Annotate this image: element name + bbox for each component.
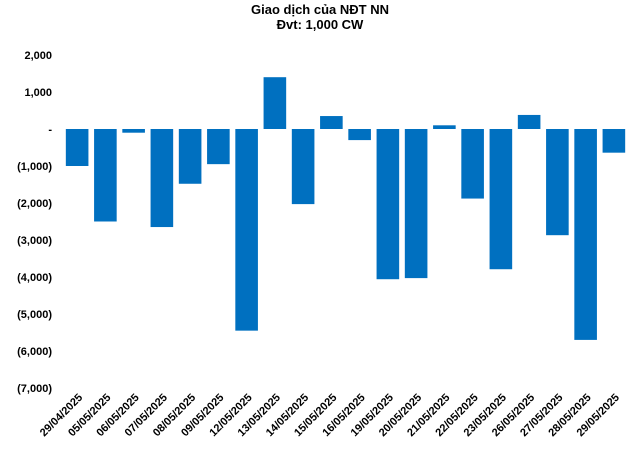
bar-08-05-2025 — [178, 129, 202, 184]
y-tick-label: (5,000) — [17, 309, 52, 321]
bar-20-05-2025 — [404, 129, 428, 279]
bar-15-05-2025 — [320, 116, 343, 129]
bar-21-05-2025 — [433, 125, 456, 129]
bar-12-05-2025 — [235, 129, 258, 331]
bar-29-04-2025 — [65, 129, 89, 166]
y-axis: 2,000 1,000 - (1,000) (2,000) (3,000) (4,000) (… — [17, 50, 52, 395]
bars — [65, 77, 626, 340]
bar-05-05-2025 — [94, 129, 117, 222]
y-tick-label: (7,000) — [17, 383, 52, 395]
chart-title: Giao dịch của NĐT NN — [251, 2, 389, 17]
bar-29-05-2025 — [602, 129, 626, 153]
x-axis: 29/04/202505/05/202506/05/202507/05/2025… — [38, 392, 622, 439]
y-tick-label: (3,000) — [17, 235, 52, 247]
bar-28-05-2025 — [574, 129, 597, 340]
y-tick-label: (4,000) — [17, 272, 52, 284]
bar-27-05-2025 — [546, 129, 569, 236]
bar-22-05-2025 — [461, 129, 484, 199]
bar-16-05-2025 — [348, 129, 371, 141]
bar-09-05-2025 — [207, 129, 230, 165]
chart-subtitle: Đvt: 1,000 CW — [276, 17, 364, 32]
bar-14-05-2025 — [291, 129, 315, 205]
bar-26-05-2025 — [517, 114, 541, 129]
bar-19-05-2025 — [376, 129, 400, 280]
bar-23-05-2025 — [489, 129, 513, 270]
y-tick-label: - — [48, 124, 52, 136]
bar-13-05-2025 — [263, 77, 287, 129]
y-tick-label: (2,000) — [17, 198, 52, 210]
bar-07-05-2025 — [150, 129, 174, 228]
y-tick-label: 2,000 — [24, 50, 52, 62]
y-tick-label: (6,000) — [17, 346, 52, 358]
bar-06-05-2025 — [122, 129, 145, 133]
y-tick-label: 1,000 — [24, 87, 52, 99]
y-tick-label: (1,000) — [17, 161, 52, 173]
